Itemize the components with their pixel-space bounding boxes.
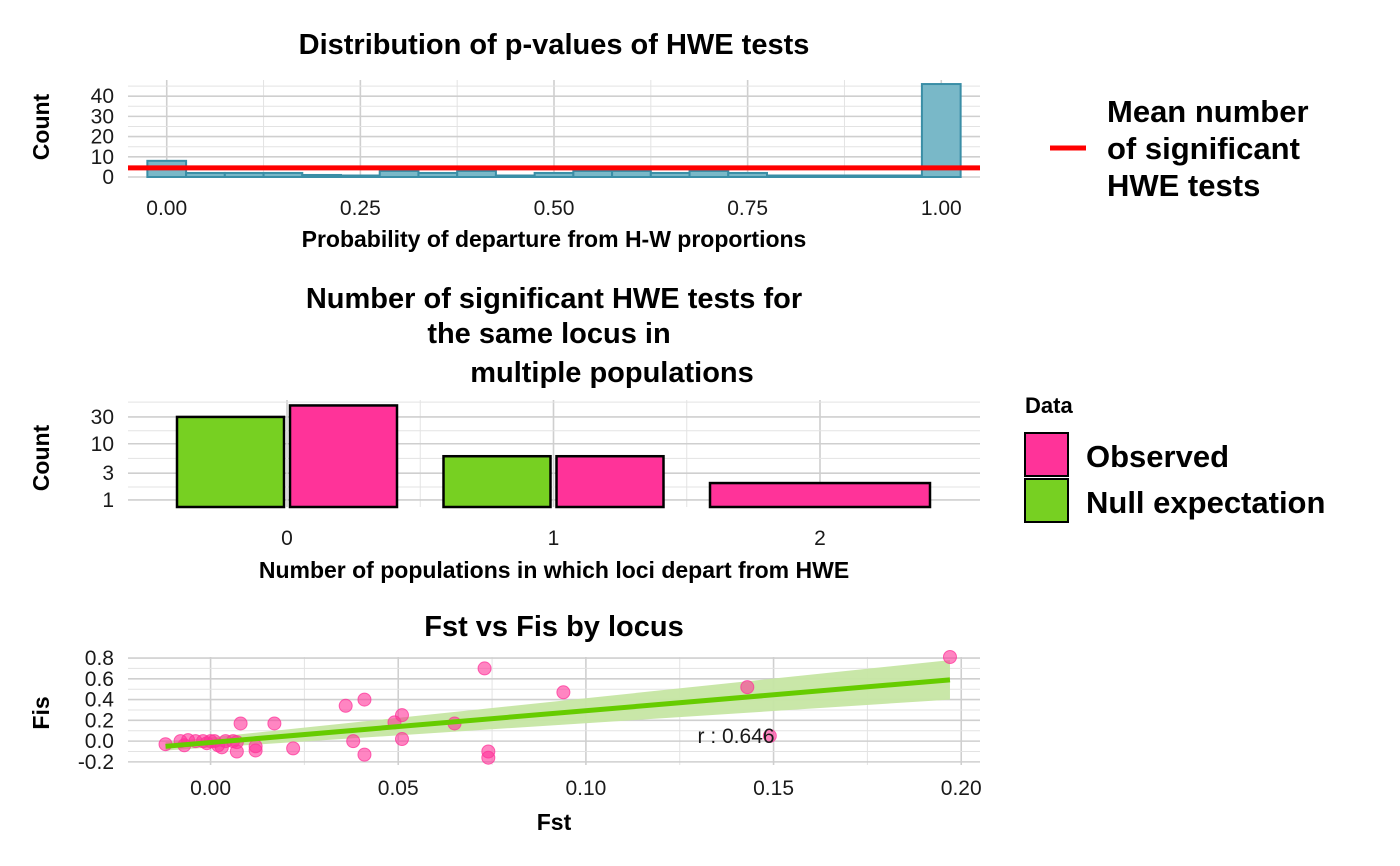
legend-mean-label-line2: of significant [1107, 131, 1300, 166]
scatter-point [762, 728, 777, 743]
y-tick-label: -0.2 [78, 751, 114, 774]
histogram-bar [611, 169, 652, 178]
x-tick-label: 1.00 [921, 197, 962, 220]
y-tick-label: 40 [91, 85, 114, 108]
histogram-bar [456, 169, 497, 178]
legend-mean-label-line3: HWE tests [1107, 168, 1260, 203]
y-tick-label: 30 [91, 105, 114, 128]
histogram-bar [301, 173, 343, 179]
y-tick-label: 10 [91, 146, 114, 169]
histogram-bar [766, 174, 807, 178]
x-tick-label: 1 [548, 527, 560, 550]
histogram-bar [533, 171, 575, 178]
y-tick-label: 0.2 [85, 709, 114, 732]
histogram-bar [378, 169, 420, 178]
x-tick-label: 0.00 [190, 777, 231, 800]
y-tick-label: 0.0 [85, 730, 114, 753]
chart3-ylabel: Fis [28, 696, 54, 729]
x-tick-label: 0.15 [753, 777, 794, 800]
x-tick-label: 0.00 [146, 197, 187, 220]
histogram-bar [340, 174, 381, 178]
histogram-bar [223, 171, 265, 178]
bar-observed [288, 404, 399, 509]
legend-observed-label: Observed [1086, 439, 1229, 474]
chart1-title: Distribution of p-values of HWE tests [299, 29, 810, 61]
legend-observed-key [1024, 432, 1069, 477]
scatter-point [481, 750, 496, 765]
chart3-xlabel: Fst [537, 809, 572, 835]
x-tick-label: 0.25 [340, 197, 381, 220]
scatter-point [357, 692, 372, 707]
bar-null-expectation [442, 454, 552, 509]
y-tick-label: 10 [91, 433, 114, 456]
correlation-annotation: r : 0.646 [698, 725, 775, 748]
x-tick-label: 0.50 [534, 197, 575, 220]
chart2-ylabel: Count [28, 424, 54, 491]
chart1-ylabel: Count [28, 93, 54, 160]
scatter-point [357, 747, 372, 762]
scatter-point [394, 708, 409, 723]
histogram-bar [572, 169, 614, 178]
bar-observed [555, 454, 665, 509]
scatter-point [740, 680, 755, 695]
scatter-point [942, 650, 957, 664]
bar-null-expectation [175, 415, 286, 509]
y-tick-label: 20 [91, 126, 114, 149]
histogram-bar [843, 174, 885, 178]
chart2-title-line1: Number of significant HWE tests for [306, 283, 802, 315]
chart3-title: Fst vs Fis by locus [424, 611, 683, 643]
fit-line [165, 677, 951, 749]
x-tick-label: 0 [281, 527, 293, 550]
histogram-bar [882, 174, 923, 178]
scatter-point [233, 716, 248, 731]
chart2-title-line3: multiple populations [470, 357, 754, 389]
y-tick-label: 0 [102, 166, 114, 189]
x-tick-label: 0.20 [941, 777, 982, 800]
y-tick-label: 0.6 [85, 668, 114, 691]
legend-mean-line: Mean number of significant HWE tests [1050, 94, 1309, 203]
histogram-bar [804, 174, 846, 178]
histogram-bar [494, 174, 536, 178]
legend-null-key [1024, 478, 1069, 523]
x-tick-label: 0.75 [727, 197, 768, 220]
populations-bar-panel: Number of significant HWE tests for the … [28, 283, 980, 583]
histogram-bar [920, 83, 962, 178]
x-tick-label: 0.10 [565, 777, 606, 800]
legend-mean-label-line1: Mean number [1107, 94, 1309, 129]
y-tick-label: 30 [91, 406, 114, 429]
scatter-point [556, 685, 571, 700]
histogram-bar [649, 171, 691, 178]
fst-fis-scatter-panel: Fst vs Fis by locus r : 0.646 0.00 0.05 0.… [28, 611, 982, 835]
chart2-xlabel: Number of populations in which loci depa… [259, 557, 849, 583]
scatter-point [477, 661, 492, 676]
bar-observed [708, 481, 932, 509]
scatter-point [286, 741, 301, 756]
histogram-bar [688, 169, 730, 178]
pvalue-histogram-panel: Distribution of p-values of HWE tests 0.… [28, 29, 980, 252]
histogram-bar [417, 171, 459, 178]
x-tick-label: 2 [814, 527, 826, 550]
scatter-point [394, 732, 409, 747]
scatter-point [229, 744, 244, 759]
x-tick-label: 0.05 [378, 777, 419, 800]
scatter-point [346, 734, 361, 749]
legend-data-title: Data [1025, 393, 1073, 418]
y-tick-label: 0.4 [85, 689, 115, 712]
scatter-point [248, 743, 263, 758]
y-tick-label: 1 [102, 489, 114, 512]
y-tick-label: 3 [102, 462, 114, 485]
scatter-point [267, 716, 282, 731]
chart1-xlabel: Probability of departure from H-W propor… [302, 226, 807, 252]
scatter-point [338, 698, 353, 713]
histogram-bar [262, 171, 304, 178]
legend-null-label: Null expectation [1086, 485, 1325, 520]
y-tick-label: 0.8 [85, 647, 114, 670]
legend-data: Data Observed Null expectation [1024, 393, 1325, 523]
histogram-bar [185, 171, 226, 178]
histogram-bar [727, 171, 768, 178]
chart2-title-line2: the same locus in [427, 318, 670, 350]
